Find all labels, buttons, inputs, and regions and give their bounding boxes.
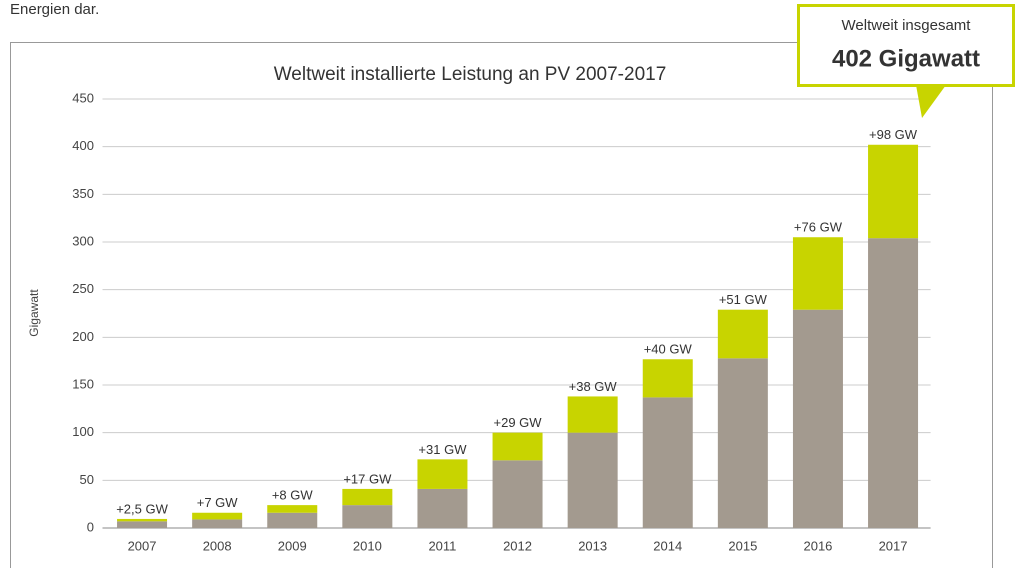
bar-segment	[868, 238, 919, 529]
value-label: +2,5 GW	[116, 501, 168, 516]
x-tick-label: 2009	[278, 538, 307, 553]
value-label: +40 GW	[644, 342, 693, 357]
bar-segment	[342, 488, 393, 506]
callout-value: 402 Gigawatt	[832, 45, 980, 72]
bar-segment	[417, 488, 468, 528]
x-tick-label: 2008	[203, 538, 232, 553]
callout-box	[797, 4, 1015, 87]
y-tick-label: 50	[80, 472, 94, 487]
y-tick-label: 350	[72, 186, 94, 201]
bar-segment	[192, 512, 243, 520]
bar-segment	[642, 359, 693, 398]
bar-segment	[792, 237, 843, 310]
bar-segment	[492, 460, 543, 528]
y-tick-label: 300	[72, 233, 94, 248]
bar-segment	[192, 519, 243, 528]
bar-segment	[792, 309, 843, 528]
y-tick-label: 400	[72, 138, 94, 153]
bar-segment	[717, 309, 768, 359]
x-tick-label: 2007	[128, 538, 157, 553]
y-tick-label: 200	[72, 329, 94, 344]
bar-segment	[117, 518, 168, 522]
callout-pointer	[916, 85, 946, 118]
value-label: +8 GW	[272, 488, 314, 503]
x-tick-label: 2012	[503, 538, 532, 553]
y-tick-label: 250	[72, 281, 94, 296]
value-label: +51 GW	[719, 292, 768, 307]
bar-segment	[417, 459, 468, 489]
bar-segment	[342, 505, 393, 528]
value-label: +76 GW	[794, 220, 843, 235]
x-tick-label: 2017	[879, 538, 908, 553]
bar-segment	[868, 144, 919, 239]
bar-segment	[117, 521, 168, 528]
value-label: +38 GW	[569, 379, 618, 394]
chart-title: Weltweit installierte Leistung an PV 200…	[274, 64, 667, 85]
x-tick-label: 2013	[578, 538, 607, 553]
y-tick-label: 450	[72, 90, 94, 105]
bar-segment	[267, 512, 318, 528]
y-axis-label: Gigawatt	[27, 289, 41, 337]
callout-label: Weltweit insgesamt	[842, 17, 972, 34]
intro-text: Energien dar.	[10, 1, 99, 18]
bar-segment	[642, 397, 693, 528]
x-tick-label: 2016	[803, 538, 832, 553]
x-tick-label: 2015	[728, 538, 757, 553]
bar-segment	[492, 432, 543, 461]
y-tick-label: 100	[72, 424, 94, 439]
x-tick-label: 2014	[653, 538, 682, 553]
value-label: +7 GW	[197, 495, 239, 510]
bar-segment	[717, 358, 768, 528]
value-label: +98 GW	[869, 127, 918, 142]
value-label: +17 GW	[343, 471, 392, 486]
bar-segment	[567, 396, 618, 433]
x-tick-label: 2011	[428, 538, 456, 553]
y-tick-label: 0	[87, 519, 94, 534]
value-label: +31 GW	[418, 442, 467, 457]
bar-segment	[267, 505, 318, 513]
x-tick-label: 2010	[353, 538, 382, 553]
value-label: +29 GW	[494, 415, 543, 430]
chart-frame	[10, 42, 993, 568]
bar-segment	[567, 432, 618, 528]
y-tick-label: 150	[72, 376, 94, 391]
plot: 0 50 100 150 200 250 300 350 400 450 2007 +2,5 GW 20…	[72, 90, 931, 553]
